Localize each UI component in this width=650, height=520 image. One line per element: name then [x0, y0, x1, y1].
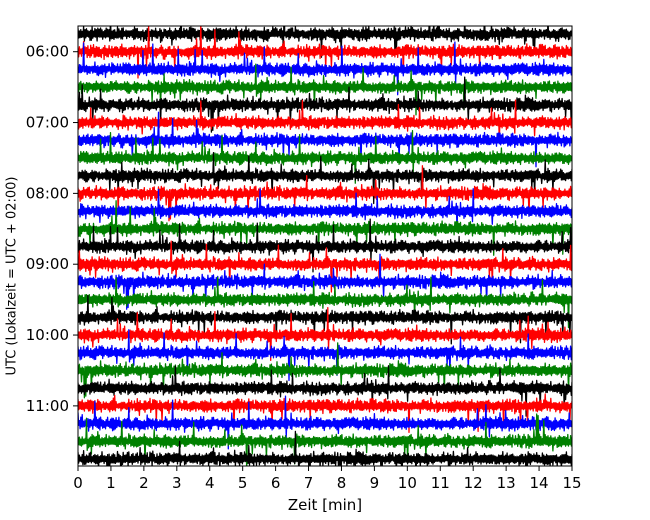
trace-0615	[78, 41, 572, 96]
trace-0945	[78, 294, 572, 345]
trace-0730	[78, 129, 572, 184]
x-tick-label: 4	[205, 474, 215, 492]
x-tick-label: 0	[73, 474, 83, 492]
trace-1030	[78, 342, 572, 399]
plot-frame	[77, 25, 573, 467]
x-tick-label: 12	[464, 474, 483, 492]
y-tick-label: 08:00	[26, 184, 69, 202]
x-axis-label: Zeit [min]	[288, 496, 362, 514]
x-tick-label: 10	[398, 474, 417, 492]
trace-1100	[78, 393, 572, 433]
trace-0645	[78, 76, 572, 133]
y-tick-label: 06:00	[26, 43, 69, 61]
x-tick-label: 14	[530, 474, 549, 492]
trace-1130	[78, 413, 572, 466]
x-tick-label: 15	[562, 474, 581, 492]
trace-0930	[78, 276, 572, 329]
axes-group: 0 1 2 3 4 5 6 7 8 9 10 11 12 13 14 1506:0007:0008:0009:…	[26, 25, 582, 492]
y-axis-label: UTC (Lokalzeit = UTC + 02:00)	[5, 177, 20, 376]
trace-1015	[78, 329, 572, 382]
x-tick-label: 2	[139, 474, 149, 492]
trace-0830	[78, 200, 572, 256]
trace-0545	[78, 26, 572, 58]
y-tick-label: 07:00	[26, 114, 69, 132]
trace-0600	[78, 26, 572, 79]
y-tick-label: 09:00	[26, 255, 69, 273]
x-tick-label: 9	[370, 474, 380, 492]
y-tick-label: 10:00	[26, 326, 69, 344]
trace-1000	[78, 307, 572, 361]
trace-0800	[78, 165, 572, 222]
x-tick-label: 8	[337, 474, 347, 492]
trace-0815	[78, 188, 572, 232]
trace-1115	[78, 395, 572, 450]
x-tick-label: 3	[172, 474, 182, 492]
trace-0700	[78, 99, 572, 144]
trace-1145	[78, 430, 572, 466]
x-tick-label: 1	[106, 474, 116, 492]
trace-0845	[78, 218, 572, 273]
trace-group	[78, 26, 572, 466]
trace-1045	[78, 365, 572, 417]
x-tick-label: 7	[304, 474, 314, 492]
x-tick-label: 5	[238, 474, 248, 492]
trace-0745	[78, 152, 572, 205]
x-tick-label: 6	[271, 474, 281, 492]
x-tick-label: 11	[431, 474, 450, 492]
trace-0900	[78, 240, 572, 293]
y-tick-label: 11:00	[26, 397, 69, 415]
trace-0915	[78, 253, 572, 310]
x-tick-label: 13	[497, 474, 516, 492]
